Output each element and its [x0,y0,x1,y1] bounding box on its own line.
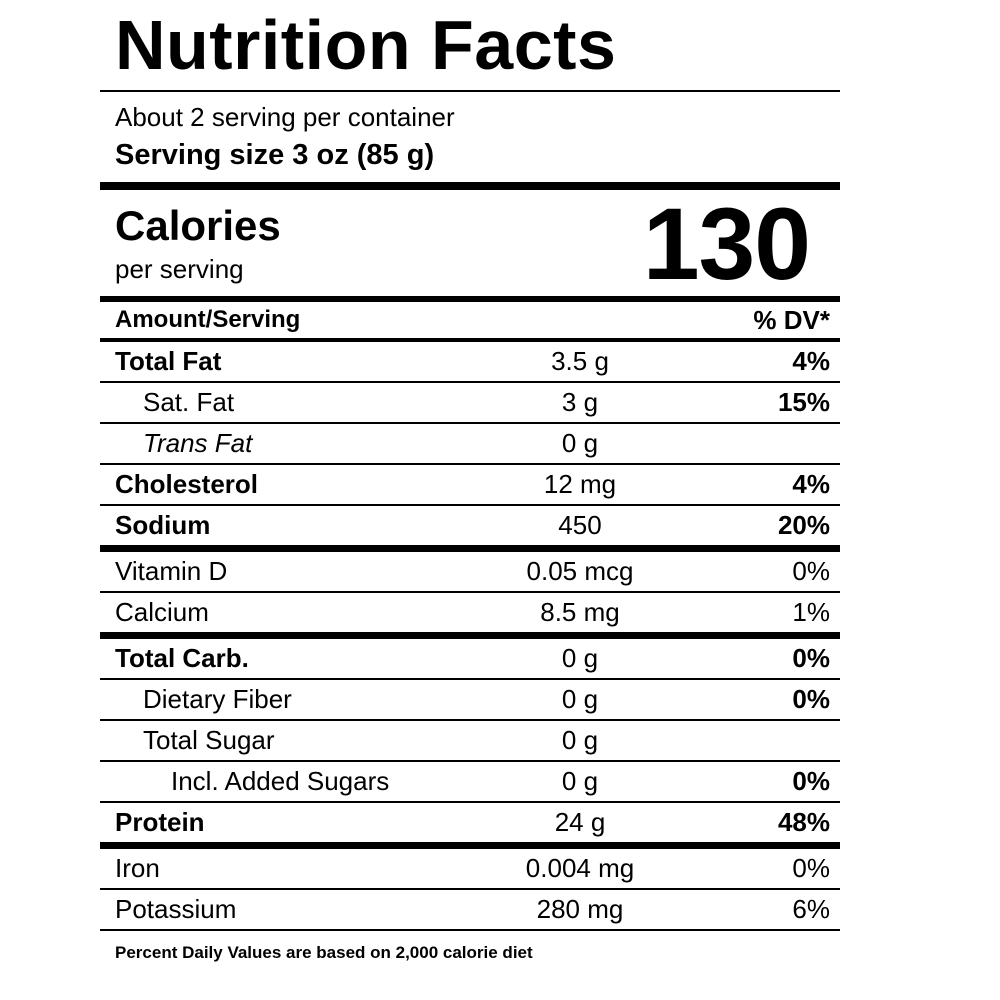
column-header-row: Amount/Serving % DV* [100,302,840,343]
row-iron: Iron 0.004 mg 0% [100,849,840,891]
row-potassium: Potassium 280 mg 6% [100,890,840,932]
nutrition-facts-label: Nutrition Facts About 2 serving per cont… [100,4,840,963]
nutrient-amount: 0 g [561,643,599,674]
nutrient-amount: 12 mg [543,469,617,500]
nutrient-dv: 4% [792,346,830,377]
nutrient-name: Dietary Fiber [143,684,292,715]
nutrient-dv: 1% [792,597,830,628]
percent-dv-footnote: Percent Daily Values are based on 2,000 … [115,943,533,963]
nutrient-amount: 3.5 g [551,346,609,377]
nutrient-amount: 0 g [561,684,599,715]
calories-value: 130 [642,186,811,301]
nutrient-dv: 0% [792,684,830,715]
label-title: Nutrition Facts [115,6,617,84]
row-calcium: Calcium 8.5 mg 1% [100,593,840,632]
servings-per-container: About 2 serving per container [115,101,455,132]
row-protein: Protein 24 g 48% [100,803,840,842]
nutrient-amount: 8.5 mg [540,597,620,628]
nutrient-dv: 15% [777,387,830,418]
row-total-fat: Total Fat 3.5 g 4% [100,342,840,384]
amount-serving-header: Amount/Serving [115,306,301,334]
serving-size: Serving size 3 oz (85 g) [115,138,435,171]
divider-below-title [100,89,840,92]
calories-subheading: per serving [115,253,244,284]
nutrient-dv: 4% [792,469,830,500]
calories-heading: Calories [115,202,281,250]
divider-after-sodium [100,545,840,553]
row-sodium: Sodium 450 20% [100,506,840,545]
nutrient-name: Total Sugar [143,725,275,756]
nutrient-name: Total Fat [115,346,222,377]
row-sat-fat: Sat. Fat 3 g 15% [100,383,840,425]
nutrient-name: Trans Fat [143,428,253,459]
row-added-sugars: Incl. Added Sugars 0 g 0% [100,762,840,804]
divider-thick-top [100,181,840,190]
nutrient-amount: 450 [558,510,602,541]
nutrient-amount: 24 g [554,807,606,838]
nutrient-dv: 0% [792,556,830,587]
nutrient-amount: 280 mg [536,894,624,925]
row-cholesterol: Cholesterol 12 mg 4% [100,465,840,507]
nutrient-dv: 20% [777,510,830,541]
nutrient-dv: 6% [792,894,830,925]
nutrient-amount: 0 g [561,428,599,459]
row-vitamin-d: Vitamin D 0.05 mcg 0% [100,552,840,594]
nutrient-amount: 0 g [561,725,599,756]
nutrient-dv: 0% [792,766,830,797]
nutrient-amount: 0.05 mcg [526,556,634,587]
nutrient-name: Vitamin D [115,556,228,587]
nutrient-amount: 3 g [561,387,599,418]
calories-section: Calories per serving 130 [100,190,840,297]
nutrient-name: Sat. Fat [143,387,235,418]
nutrient-name: Calcium [115,597,209,628]
nutrient-amount: 0 g [561,766,599,797]
row-trans-fat: Trans Fat 0 g [100,424,840,466]
row-total-carb: Total Carb. 0 g 0% [100,639,840,681]
nutrient-dv: 0% [792,643,830,674]
nutrient-dv: 0% [792,853,830,884]
nutrient-name: Cholesterol [115,469,259,500]
nutrient-name: Total Carb. [115,643,249,674]
nutrient-amount: 0.004 mg [525,853,635,884]
row-total-sugar: Total Sugar 0 g [100,721,840,763]
nutrient-name: Potassium [115,894,237,925]
divider-after-calcium [100,632,840,640]
nutrient-dv: 48% [777,807,830,838]
nutrient-name: Iron [115,853,160,884]
divider-after-protein [100,842,840,850]
calories-heading-block: Calories per serving [115,203,281,284]
nutrient-name: Protein [115,807,205,838]
nutrient-name: Incl. Added Sugars [171,766,390,797]
nutrient-name: Sodium [115,510,211,541]
divider-below-calories [100,296,840,303]
row-dietary-fiber: Dietary Fiber 0 g 0% [100,680,840,722]
percent-dv-header: % DV* [753,304,830,335]
